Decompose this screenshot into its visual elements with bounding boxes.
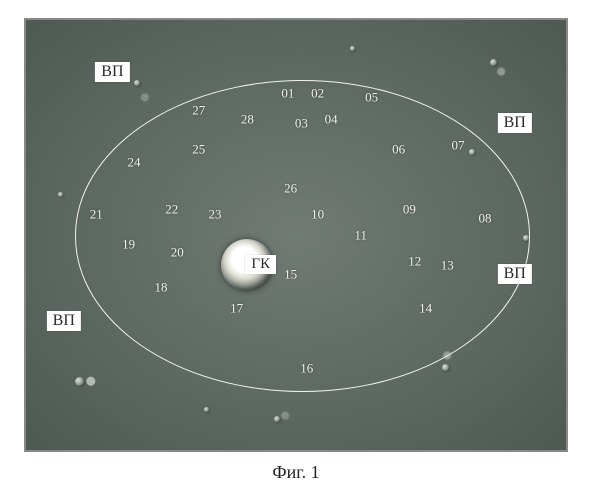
point-label: 13 xyxy=(441,259,454,272)
point-label: 09 xyxy=(403,203,416,216)
point-label: 07 xyxy=(452,138,465,151)
point-label: 23 xyxy=(209,207,222,220)
point-label: 05 xyxy=(365,91,378,104)
point-label: 11 xyxy=(355,229,368,242)
point-label: 18 xyxy=(155,280,168,293)
point-label: 02 xyxy=(311,87,324,100)
point-label: 27 xyxy=(192,104,205,117)
point-label: 16 xyxy=(300,362,313,375)
point-label: 21 xyxy=(90,207,103,220)
point-label: 15 xyxy=(284,267,297,280)
micrograph: ГК ВП ВП ВП ВП 01 02 03 04 05 06 07 08 09 10 11 12 13 14 15… xyxy=(24,18,568,452)
vp-label: ВП xyxy=(498,113,532,133)
point-label: 12 xyxy=(408,254,421,267)
point-label: 06 xyxy=(392,143,405,156)
point-label: 10 xyxy=(311,207,324,220)
point-label: 03 xyxy=(295,117,308,130)
point-label: 28 xyxy=(241,112,254,125)
vp-label: ВП xyxy=(498,264,532,284)
speck xyxy=(75,377,84,386)
point-label: 19 xyxy=(122,237,135,250)
point-label: 25 xyxy=(192,143,205,156)
speck xyxy=(442,364,449,371)
speck xyxy=(350,46,355,51)
vp-label: ВП xyxy=(47,311,81,331)
figure-caption: Фиг. 1 xyxy=(272,462,319,483)
point-label: 08 xyxy=(479,211,492,224)
point-label: 01 xyxy=(281,87,294,100)
point-label: 26 xyxy=(284,181,297,194)
point-label: 17 xyxy=(230,302,243,315)
vp-label: ВП xyxy=(95,62,129,82)
point-label: 22 xyxy=(165,203,178,216)
figure-container: ГК ВП ВП ВП ВП 01 02 03 04 05 06 07 08 09 10 11 12 13 14 15… xyxy=(0,0,592,483)
point-label: 14 xyxy=(419,302,432,315)
point-label: 20 xyxy=(171,246,184,259)
point-label: 04 xyxy=(325,112,338,125)
point-label: 24 xyxy=(128,155,141,168)
core-label: ГК xyxy=(245,255,276,274)
